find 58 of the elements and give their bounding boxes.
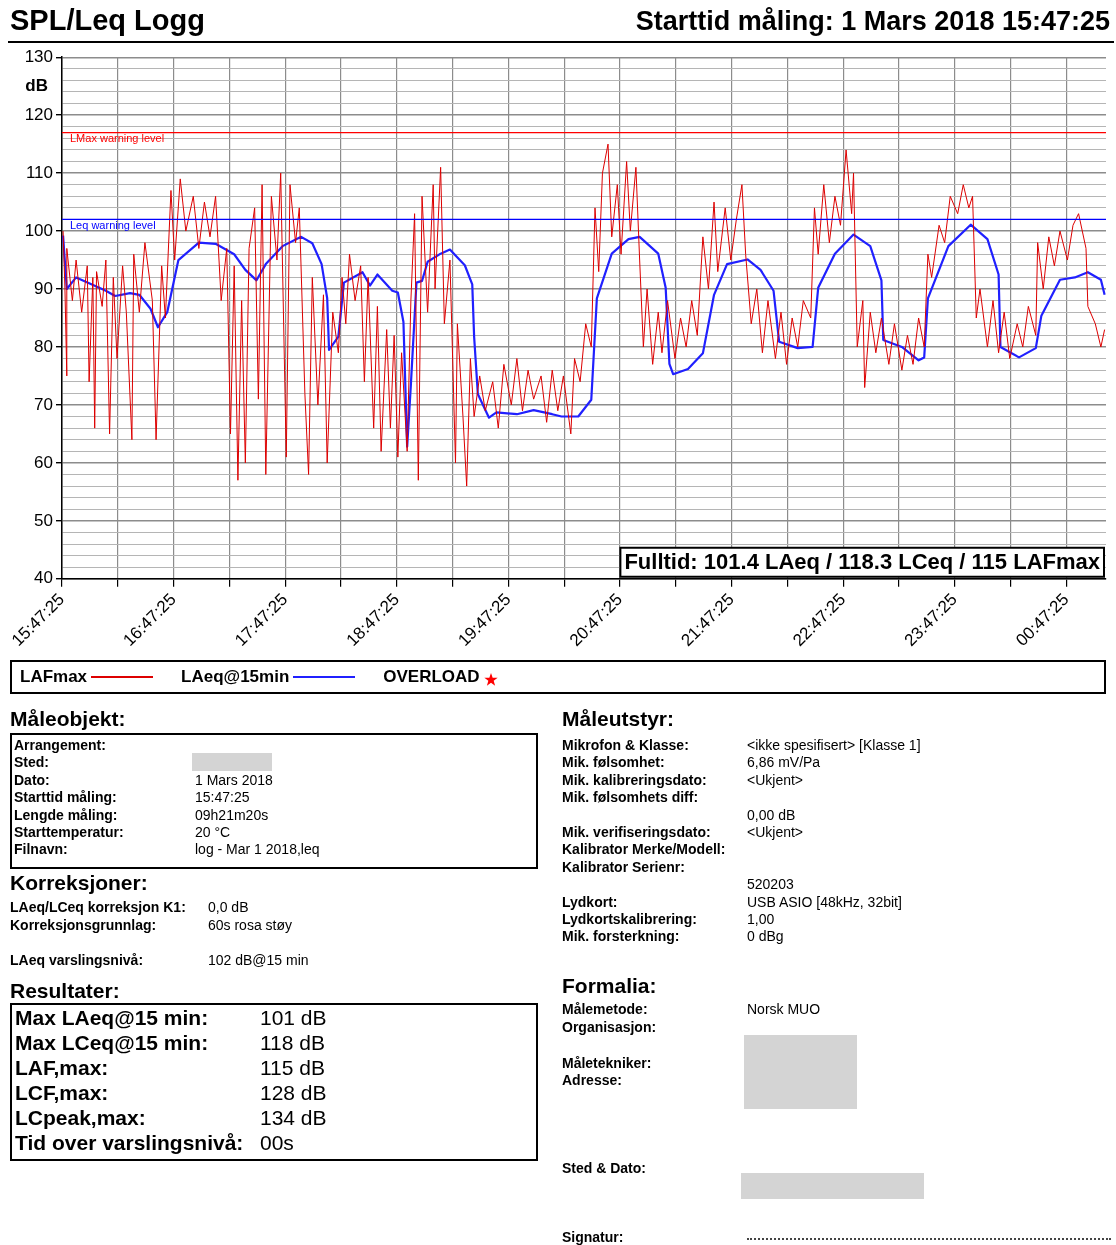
text: Mik. forsterkning: 0 dBg bbox=[562, 928, 784, 945]
legend-label: OVERLOAD bbox=[383, 667, 480, 687]
text: LCpeak,max: 134 dB bbox=[15, 1106, 327, 1129]
text: Mik. følsomhets diff: bbox=[562, 789, 699, 806]
text: LAeq varslingsnivå: 102 dB@15 min bbox=[10, 952, 309, 968]
text: Mikrofon & Klasse: <ikke spesifisert> [Klasse 1] bbox=[562, 737, 921, 753]
text: Korreksjonsgrunnlag: 60s rosa støy bbox=[10, 917, 293, 933]
chart-title: SPL/Leq Logg bbox=[10, 4, 205, 37]
y-tick-label: 80 bbox=[34, 336, 53, 356]
legend-label: LAeq@15min bbox=[181, 667, 290, 687]
y-tick-label: 70 bbox=[34, 394, 53, 414]
text: Lengde måling: 09h21m20s bbox=[14, 806, 269, 823]
text: Kalibrator Serienr: bbox=[562, 858, 685, 875]
y-tick-label: 120 bbox=[24, 104, 53, 124]
y-tick-label: 50 bbox=[34, 510, 53, 530]
text: Mik. kalibreringsdato: <Ukjent> bbox=[562, 771, 804, 788]
text: Resultater: bbox=[10, 979, 120, 1003]
text: Kalibrator Merke/Modell: bbox=[562, 841, 726, 858]
text: Starttemperatur: 20 °C bbox=[14, 824, 231, 840]
text: Arrangement: bbox=[14, 737, 106, 753]
text: Måletekniker: bbox=[562, 1055, 652, 1071]
y-axis-title: dB bbox=[25, 75, 48, 95]
text: Sted & Dato: bbox=[562, 1160, 646, 1176]
y-tick-label: 100 bbox=[24, 220, 53, 240]
text: Tid over varslingsnivå: 00s bbox=[15, 1131, 294, 1155]
text: Mik. verifiseringsdato: <Ukjent> bbox=[562, 824, 804, 840]
text: Dato: 1 Mars 2018 bbox=[14, 771, 273, 788]
text: Korreksjoner: bbox=[10, 871, 148, 895]
chart-subtitle: Starttid måling: 1 Mars 2018 15:47:25 bbox=[635, 6, 1110, 37]
y-tick-label: 90 bbox=[34, 278, 53, 298]
annotation: Fulltid: 101.4 LAeq / 118.3 LCeq / 115 LAFmax bbox=[624, 548, 1101, 574]
ref-line-label: LMax warning level bbox=[70, 132, 165, 145]
legend-label: LAFmax bbox=[20, 667, 88, 687]
text: Max LAeq@15 min: 101 dB bbox=[15, 1006, 327, 1029]
text: Målemetode: Norsk MUO bbox=[562, 1001, 821, 1017]
text: Starttid måling: 15:47:25 bbox=[14, 789, 250, 806]
text: Måleobjekt: bbox=[10, 707, 126, 731]
text: 0,00 dB bbox=[747, 806, 796, 823]
text: Lydkortskalibrering: 1,00 bbox=[562, 911, 775, 927]
text: Filnavn: log - Mar 1 2018,leq bbox=[14, 841, 320, 858]
y-tick-label: 110 bbox=[25, 162, 53, 182]
text: LAeq/LCeq korreksjon K1: 0,0 dB bbox=[10, 899, 249, 915]
text: Organisasjon: bbox=[562, 1019, 657, 1035]
y-tick-label: 130 bbox=[24, 46, 53, 66]
text: Adresse: bbox=[562, 1072, 622, 1088]
ref-line-label: Leq warning level bbox=[70, 219, 156, 231]
text: 520203 bbox=[747, 876, 794, 893]
text: Signatur: bbox=[562, 1229, 624, 1245]
text: Sted: bbox=[14, 754, 49, 771]
text: LAF,max: 115 dB bbox=[15, 1056, 325, 1079]
text: Max LCeq@15 min: 118 dB bbox=[15, 1031, 325, 1054]
text: Lydkort: USB ASIO [48kHz, 32bit] bbox=[562, 893, 902, 910]
y-tick-label: 60 bbox=[34, 452, 53, 472]
text: Måleutstyr: bbox=[562, 707, 675, 731]
y-tick-label: 40 bbox=[34, 568, 53, 588]
text: Mik. følsomhet: 6,86 mV/Pa bbox=[562, 754, 821, 771]
text: Formalia: bbox=[562, 974, 657, 998]
text: LCF,max: 128 dB bbox=[15, 1081, 327, 1104]
